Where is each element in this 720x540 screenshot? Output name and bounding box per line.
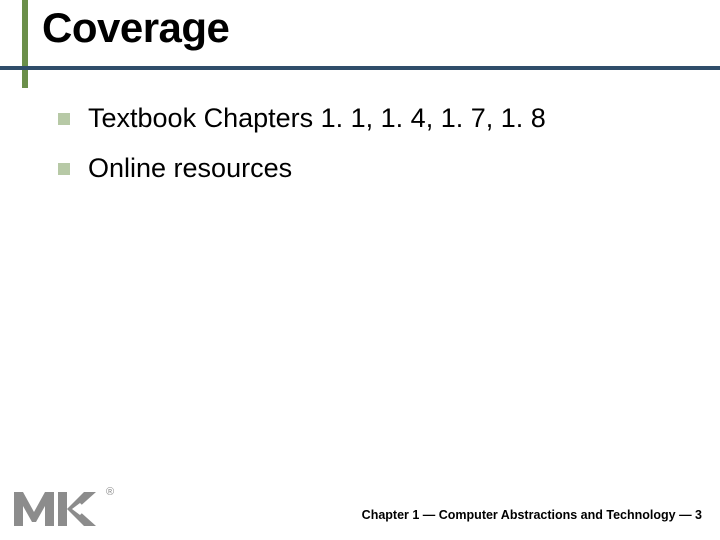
bullet-text: Textbook Chapters 1. 1, 1. 4, 1. 7, 1. 8 — [88, 100, 546, 138]
horizontal-rule — [0, 66, 720, 70]
slide-footer: Chapter 1 — Computer Abstractions and Te… — [362, 508, 702, 522]
publisher-logo: ® — [14, 488, 114, 526]
list-item: Online resources — [58, 150, 546, 188]
bullet-icon — [58, 113, 70, 125]
registered-mark-icon: ® — [106, 486, 114, 498]
slide-title: Coverage — [42, 4, 229, 52]
mk-logo-icon — [14, 488, 102, 526]
bullet-text: Online resources — [88, 150, 292, 188]
bullet-list: Textbook Chapters 1. 1, 1. 4, 1. 7, 1. 8… — [58, 100, 546, 200]
bullet-icon — [58, 163, 70, 175]
slide: Coverage Textbook Chapters 1. 1, 1. 4, 1… — [0, 0, 720, 540]
title-accent-bar — [22, 0, 28, 88]
list-item: Textbook Chapters 1. 1, 1. 4, 1. 7, 1. 8 — [58, 100, 546, 138]
